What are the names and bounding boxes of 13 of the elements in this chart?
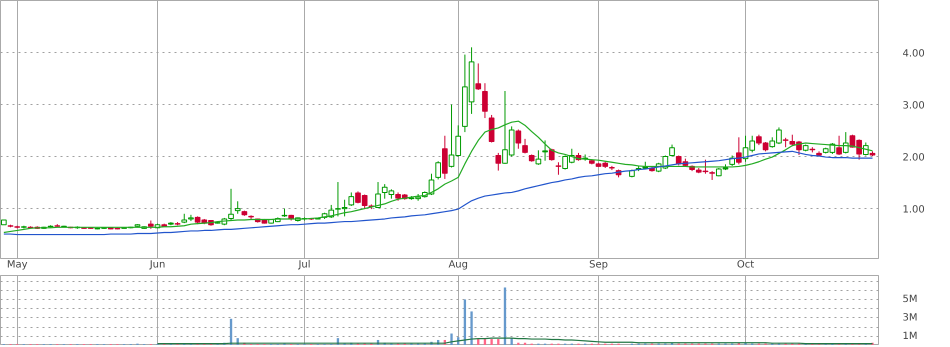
x-tick-label: Jul [297,260,311,270]
x-tick-label: May [6,260,28,270]
x-tick-label: Sep [589,260,608,270]
y-tick-label: 1M [902,330,918,342]
y-tick-label: 4.00 [902,48,925,60]
y-tick-label: 3M [902,312,918,324]
x-tick-label: Jun [148,260,166,270]
y-tick-label: 3.00 [902,100,925,112]
x-tick-label: Aug [448,260,468,270]
x-tick-label: Oct [736,260,754,270]
y-tick-label: 1.00 [902,204,925,216]
y-tick-label: 2.00 [902,152,925,164]
y-tick-label: 5M [902,294,918,305]
